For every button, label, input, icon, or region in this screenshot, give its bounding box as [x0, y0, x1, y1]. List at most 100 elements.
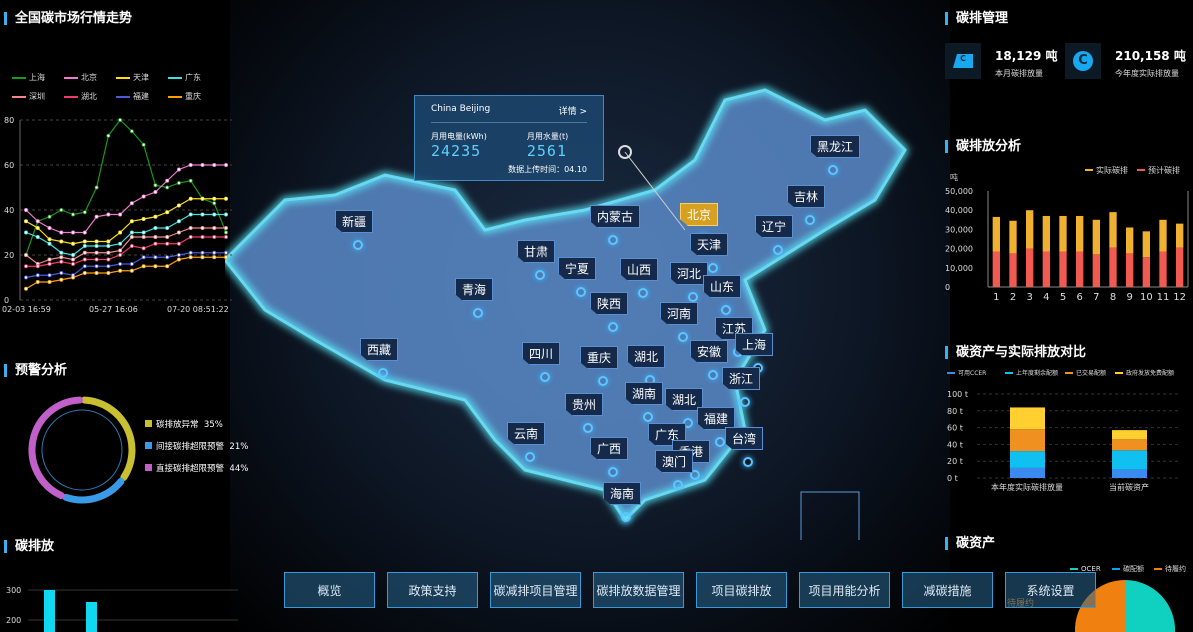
nav-button[interactable]: 减碳措施	[902, 572, 993, 608]
province-label[interactable]: 台湾	[725, 427, 764, 450]
location-pin-icon[interactable]	[721, 305, 731, 315]
legend-item[interactable]: 天津	[116, 72, 160, 83]
market-title: 全国碳市场行情走势	[4, 12, 132, 25]
data-point	[82, 264, 87, 269]
nav-button[interactable]: 政策支持	[387, 572, 478, 608]
location-pin-icon[interactable]	[638, 288, 648, 298]
tooltip-line	[624, 151, 686, 231]
data-point	[94, 264, 99, 269]
location-pin-icon[interactable]	[715, 437, 725, 447]
province-label[interactable]: 山西	[620, 258, 659, 281]
province-label[interactable]: 北京	[680, 203, 719, 226]
location-pin-icon[interactable]	[473, 308, 483, 318]
province-label[interactable]: 吉林	[787, 185, 826, 208]
location-pin-icon[interactable]	[690, 470, 700, 480]
province-label[interactable]: 湖北	[665, 388, 704, 411]
emission-title: 碳排放	[4, 540, 54, 553]
province-label[interactable]: 贵州	[565, 393, 604, 416]
nav-button[interactable]: 碳排放数据管理	[593, 572, 684, 608]
province-label[interactable]: 黑龙江	[810, 135, 861, 158]
province-label[interactable]: 山东	[703, 275, 742, 298]
data-point	[141, 246, 146, 251]
province-label[interactable]: 西藏	[360, 338, 399, 361]
location-pin-icon[interactable]	[353, 240, 363, 250]
location-pin-icon[interactable]	[608, 322, 618, 332]
bar-segment	[1026, 248, 1034, 287]
location-pin-icon[interactable]	[708, 263, 718, 273]
nav-button[interactable]: 项目用能分析	[799, 572, 890, 608]
province-label[interactable]: 天津	[690, 233, 729, 256]
tooltip-detail-link[interactable]: 详情 >	[558, 107, 587, 117]
data-point	[129, 243, 134, 248]
location-pin-icon[interactable]	[688, 292, 698, 302]
data-point	[71, 252, 76, 257]
nav-button[interactable]: 系统设置	[1005, 572, 1096, 608]
legend-item[interactable]: 重庆	[168, 91, 212, 102]
location-pin-icon[interactable]	[828, 165, 838, 175]
legend-item[interactable]: 广东	[168, 72, 212, 83]
china-map[interactable]: 黑龙江 吉林 辽宁 内蒙古 北京 天津 新疆 甘肃 宁夏 山西 河北 山东 青海 陕西 河南 江苏 上海 西藏 四川…	[225, 80, 945, 540]
province-label[interactable]: 福建	[697, 407, 736, 430]
location-pin-icon[interactable]	[525, 452, 535, 462]
province-label[interactable]: 宁夏	[558, 257, 597, 280]
province-label[interactable]: 广西	[590, 437, 629, 460]
data-point	[223, 255, 228, 260]
location-pin-icon[interactable]	[773, 245, 783, 255]
location-pin-icon[interactable]	[608, 235, 618, 245]
data-point	[82, 210, 87, 215]
province-label[interactable]: 澳门	[655, 450, 694, 473]
nav-button[interactable]: 项目碳排放	[696, 572, 787, 608]
y-tick-label: 0	[4, 296, 9, 305]
province-label[interactable]: 内蒙古	[590, 205, 641, 228]
location-pin-icon[interactable]	[708, 370, 718, 380]
province-label[interactable]: 上海	[735, 333, 774, 356]
y-tick-label: 0 t	[947, 474, 958, 483]
province-label[interactable]: 湖北	[627, 345, 666, 368]
province-label[interactable]: 广东	[648, 423, 687, 446]
province-label[interactable]: 四川	[522, 342, 561, 365]
province-label[interactable]: 河南	[660, 302, 699, 325]
location-pin-icon[interactable]	[583, 423, 593, 433]
x-tick-label: 本年度实际碳排放量	[991, 482, 1063, 492]
legend-item[interactable]: 湖北	[64, 91, 108, 102]
location-pin-icon[interactable]	[576, 287, 586, 297]
location-pin-icon[interactable]	[378, 368, 388, 378]
analysis-bar-chart: 吨 实际碳排 预计碳排 0 10,000 20,000 30,000 40,000 50,000…	[945, 165, 1189, 303]
data-point	[129, 235, 134, 240]
province-label[interactable]: 青海	[455, 278, 494, 301]
legend-item[interactable]: 北京	[64, 72, 108, 83]
data-point	[141, 264, 146, 269]
province-label[interactable]: 甘肃	[517, 240, 556, 263]
data-point	[200, 163, 205, 168]
legend-item[interactable]: 深圳	[12, 91, 56, 102]
location-pin-icon[interactable]	[743, 457, 753, 467]
location-pin-icon[interactable]	[540, 372, 550, 382]
data-point	[118, 261, 123, 266]
location-pin-icon[interactable]	[805, 215, 815, 225]
nav-button[interactable]: 碳减排项目管理	[490, 572, 581, 608]
province-label[interactable]: 陕西	[590, 292, 629, 315]
province-label[interactable]: 辽宁	[755, 215, 794, 238]
location-pin-icon[interactable]	[673, 480, 683, 490]
legend-item[interactable]: 上海	[12, 72, 56, 83]
location-pin-icon[interactable]	[740, 397, 750, 407]
province-label[interactable]: 安徽	[690, 340, 729, 363]
province-label[interactable]: 河北	[670, 262, 709, 285]
location-pin-icon[interactable]	[643, 412, 653, 422]
province-label[interactable]: 海南	[603, 482, 642, 505]
province-label[interactable]: 新疆	[335, 210, 374, 233]
location-pin-icon[interactable]	[621, 512, 631, 522]
location-pin-icon[interactable]	[678, 332, 688, 342]
nav-button[interactable]: 概览	[284, 572, 375, 608]
location-pin-icon[interactable]	[535, 270, 545, 280]
data-point	[118, 241, 123, 246]
province-label[interactable]: 重庆	[580, 346, 619, 369]
province-label[interactable]: 湖南	[625, 382, 664, 405]
legend-item[interactable]: 福建	[116, 91, 160, 102]
location-pin-icon[interactable]	[608, 467, 618, 477]
legend-label: 预计碳排	[1148, 165, 1180, 175]
x-tick-label: 10	[1140, 292, 1153, 303]
location-pin-icon[interactable]	[598, 376, 608, 386]
province-label[interactable]: 浙江	[722, 367, 761, 390]
province-label[interactable]: 云南	[507, 422, 546, 445]
